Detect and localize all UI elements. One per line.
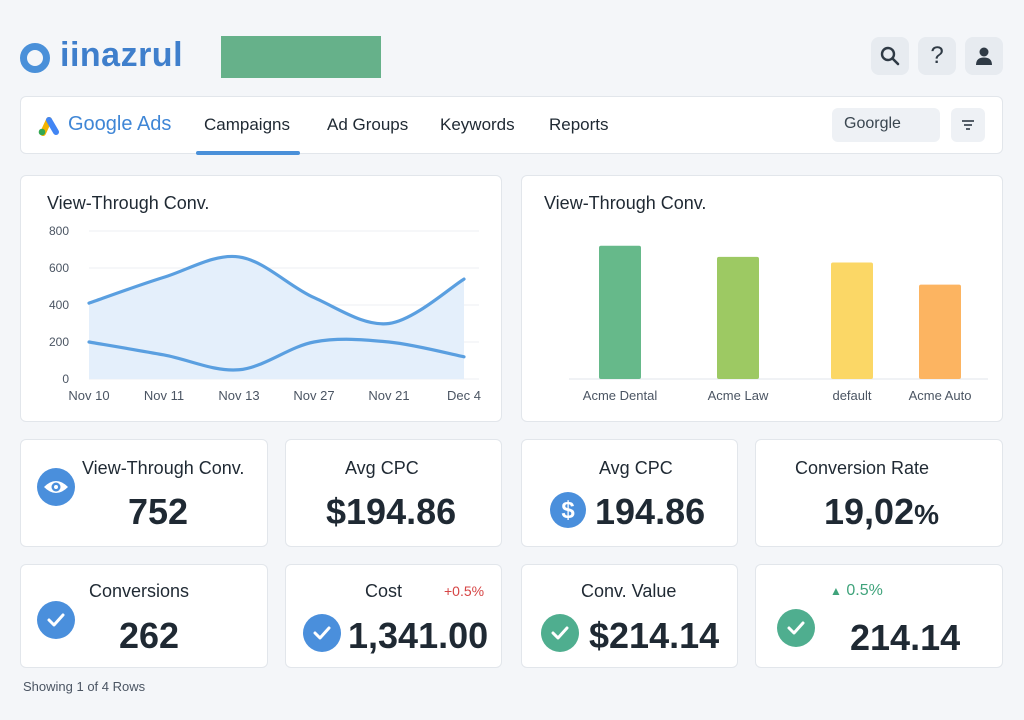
tab-keywords[interactable]: Keywords [440, 115, 515, 134]
x-tick-label: Nov 27 [293, 388, 334, 403]
x-tick-label: Nov 11 [144, 388, 184, 403]
kpi-card-delta: ▲ 0.5% 214.14 [755, 564, 1003, 668]
user-icon [976, 47, 992, 65]
bar [831, 262, 873, 379]
tab-campaigns[interactable]: Campaigns [204, 115, 290, 134]
percent-suffix: % [914, 499, 939, 530]
series-line-2 [87, 337, 466, 372]
kpi-label: Conv. Value [581, 581, 677, 601]
kpi-card-cost: Cost +0.5% 1,341.00 [285, 564, 502, 668]
top-bar: iinazrul ? [0, 18, 1024, 98]
category-label: Acme Law [708, 388, 769, 403]
bar [919, 284, 961, 379]
check-icon [37, 601, 75, 639]
bar [717, 256, 759, 379]
kpi-card-conv-value: Conv. Value $214.14 [521, 564, 738, 668]
help-button[interactable]: ? [918, 37, 956, 75]
search-icon [880, 46, 900, 66]
account-select[interactable]: Goorgle [832, 108, 940, 142]
y-tick-label: 0 [62, 372, 69, 386]
kpi-card-avg-cpc-2: Avg CPC $ 194.86 [521, 439, 738, 547]
check-icon [541, 614, 579, 652]
x-tick-label: Nov 10 [68, 388, 109, 403]
search-button[interactable] [871, 37, 909, 75]
cost-delta: +0.5% [444, 583, 485, 599]
x-tick-label: Nov 21 [368, 388, 409, 403]
help-icon: ? [930, 42, 944, 69]
y-tick-label: 800 [49, 224, 69, 238]
y-tick-label: 600 [49, 261, 69, 275]
category-label: Acme Dental [583, 388, 658, 403]
category-label: default [832, 388, 871, 403]
up-arrow-icon: ▲ [830, 584, 842, 598]
line-chart-title: View-Through Conv. [47, 193, 210, 213]
app-logo-icon [20, 43, 50, 73]
bar [599, 245, 641, 379]
y-tick-label: 400 [49, 298, 69, 312]
x-tick-label: Dec 4 [447, 388, 481, 403]
kpi-delta-value: 0.5% [846, 582, 883, 599]
kpi-card-view-through: View-Through Conv. 752 [20, 439, 268, 547]
series-line-1 [87, 254, 466, 326]
kpi-value: $214.14 [589, 615, 720, 656]
google-ads-logo-icon [38, 117, 59, 136]
header-banner-block [221, 36, 381, 78]
kpi-label: Conversions [89, 581, 190, 601]
kpi-value: 214.14 [850, 617, 961, 658]
kpi-card-conversions: Conversions 262 [20, 564, 268, 668]
tab-reports[interactable]: Reports [549, 115, 609, 134]
y-tick-label: 200 [49, 335, 69, 349]
svg-text:$: $ [561, 497, 575, 523]
kpi-label: Avg CPC [599, 458, 673, 478]
filter-icon [962, 120, 974, 130]
dollar-icon: $ [550, 492, 586, 528]
kpi-value: 19,02% [824, 491, 939, 533]
category-label: Acme Auto [909, 388, 972, 403]
series-area [89, 256, 464, 379]
conversion-rate-number: 19,02 [824, 491, 915, 532]
kpi-card-conversion-rate: Conversion Rate 19,02% [755, 439, 1003, 547]
eye-icon [37, 468, 75, 506]
kpi-label: Conversion Rate [795, 458, 930, 478]
kpi-value: 262 [119, 615, 180, 656]
filter-button[interactable] [951, 108, 985, 142]
bar-chart-card: View-Through Conv. Acme Dental Acme Law de… [521, 175, 1003, 422]
tab-ad-groups[interactable]: Ad Groups [327, 115, 409, 134]
bar-chart: Acme Dental Acme Law default Acme Auto [569, 245, 988, 403]
kpi-value: 194.86 [595, 491, 706, 532]
nav-bar: Google Ads Campaigns Ad Groups Keywords … [20, 96, 1003, 155]
check-icon [777, 609, 815, 647]
bar-chart-title: View-Through Conv. [544, 193, 707, 213]
rows-summary: Showing 1 of 4 Rows [23, 679, 146, 694]
active-tab-indicator [196, 151, 300, 155]
kpi-value: 752 [128, 491, 189, 532]
check-icon [303, 614, 341, 652]
user-button[interactable] [965, 37, 1003, 75]
google-ads-brand: Google Ads [68, 113, 172, 135]
kpi-label: View-Through Conv. [82, 458, 245, 478]
kpi-value: $194.86 [326, 491, 457, 532]
kpi-label: Avg CPC [345, 458, 419, 478]
kpi-card-avg-cpc: Avg CPC $194.86 [285, 439, 502, 547]
x-tick-label: Nov 13 [218, 388, 259, 403]
line-chart: 0 200 400 600 800 Nov 10 Nov 11 Nov 13 Nov 27 Nov… [49, 224, 481, 403]
kpi-delta: ▲ 0.5% [830, 582, 883, 600]
kpi-value: 1,341.00 [348, 615, 489, 656]
line-chart-card: View-Through Conv. 0 200 400 600 800 Nov 10 No… [20, 175, 502, 422]
kpi-label: Cost [365, 581, 403, 601]
app-name: iinazrul [60, 36, 184, 74]
